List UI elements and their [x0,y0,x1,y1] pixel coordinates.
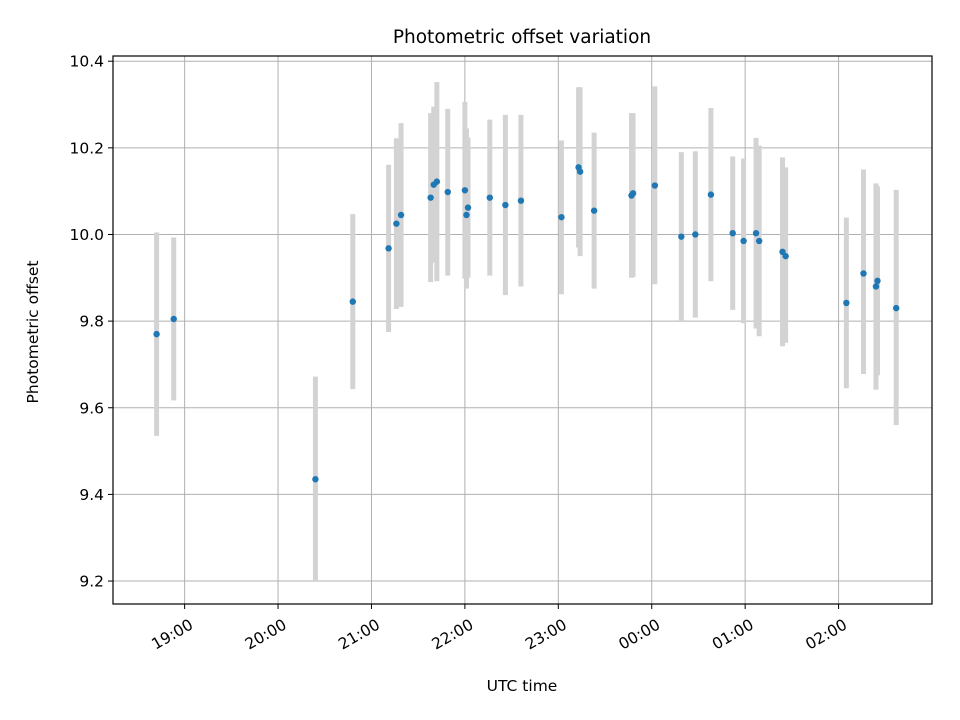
data-point [590,207,598,214]
y-tick-label: 10.2 [69,139,104,157]
data-points [153,164,900,483]
data-point [843,299,850,307]
data-point [427,194,434,201]
data-point [892,304,900,312]
data-point [874,277,881,285]
data-point [755,237,763,245]
data-point [729,229,736,237]
data-point [393,220,400,227]
data-point [461,187,469,194]
y-tick-label: 10.4 [69,53,104,71]
data-point [385,245,392,252]
data-point [678,233,685,240]
y-tick-label: 9.6 [79,399,104,417]
x-axis-label: UTC time [487,677,558,695]
data-point [463,211,470,219]
data-point [629,190,637,197]
data-point [692,231,699,238]
data-point [349,298,356,305]
data-point [860,270,867,277]
y-axis-ticks: 9.2 9.4 9.6 9.8 10.0 10.2 10.4 [69,53,113,591]
data-point [707,191,715,198]
y-tick-label: 10.0 [69,226,104,244]
data-point [464,204,472,211]
data-point [752,229,760,237]
data-point [558,213,565,221]
data-point [517,197,525,204]
y-tick-label: 9.4 [79,486,104,504]
data-point [170,315,177,323]
data-point [872,283,880,290]
y-tick-label: 9.8 [79,313,104,331]
y-tick-label: 9.2 [79,573,104,591]
data-point [312,476,319,483]
data-point [444,188,451,196]
data-point [153,330,160,338]
data-point [740,237,747,245]
data-point [433,178,441,185]
y-axis-label: Photometric offset [24,261,42,404]
data-point [397,211,405,219]
data-point [486,194,494,201]
data-point [502,201,509,209]
chart-title: Photometric offset variation [393,27,651,48]
data-point [651,182,659,189]
data-point [576,168,584,175]
plot-area-frame [112,55,933,605]
data-point [782,252,789,260]
